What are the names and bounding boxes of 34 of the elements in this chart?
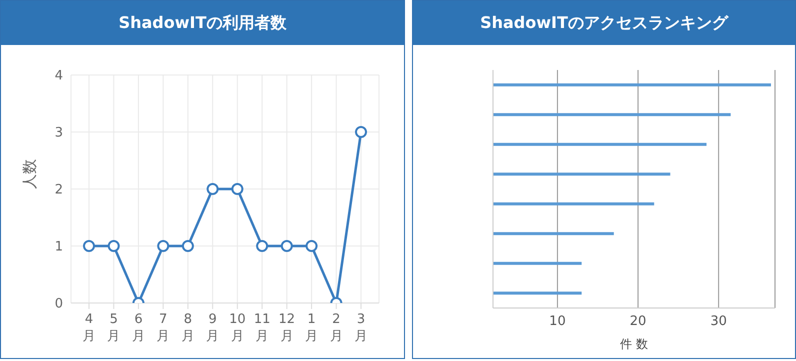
- x-tick-label: 12月: [278, 312, 296, 344]
- point: [280, 240, 293, 252]
- point: [306, 240, 318, 252]
- point: [83, 240, 95, 252]
- x-tick-label: 8月: [181, 312, 194, 344]
- x-tick-label: 5月: [107, 312, 120, 344]
- chart-title: ShadowITの利用者数: [1, 1, 404, 45]
- y-tick-label: 2: [54, 182, 63, 198]
- x-tick-label: 2月: [330, 312, 343, 344]
- point: [206, 183, 219, 195]
- point: [182, 240, 194, 252]
- y-tick-label: 4: [54, 68, 63, 84]
- point: [355, 126, 367, 138]
- y-tick-label: 3: [54, 126, 63, 141]
- x-tick-label: 10月: [229, 312, 246, 344]
- y-tick-label: 1: [54, 240, 63, 255]
- x-tick-label: 1月: [305, 312, 318, 344]
- x-tick-label: 20: [630, 314, 646, 330]
- point: [256, 240, 268, 252]
- x-tick-label: 3月: [354, 312, 368, 344]
- x-tick-label: 6月: [132, 312, 145, 344]
- chart-title: ShadowITのアクセスランキング: [413, 1, 795, 45]
- y-axis-title: 人数: [20, 159, 38, 189]
- x-tick-label: 7月: [156, 312, 170, 344]
- x-tick-label: 4月: [82, 312, 96, 344]
- y-tick-label: 0: [54, 296, 63, 312]
- x-tick-label: 10: [549, 314, 566, 330]
- point: [231, 183, 244, 195]
- x-tick-label: 30: [710, 314, 727, 330]
- x-axis-title: 件 数: [620, 337, 648, 351]
- x-tick-label: 9月: [206, 312, 220, 344]
- point: [157, 240, 170, 252]
- x-tick-label: 11月: [254, 312, 270, 344]
- point: [108, 240, 120, 252]
